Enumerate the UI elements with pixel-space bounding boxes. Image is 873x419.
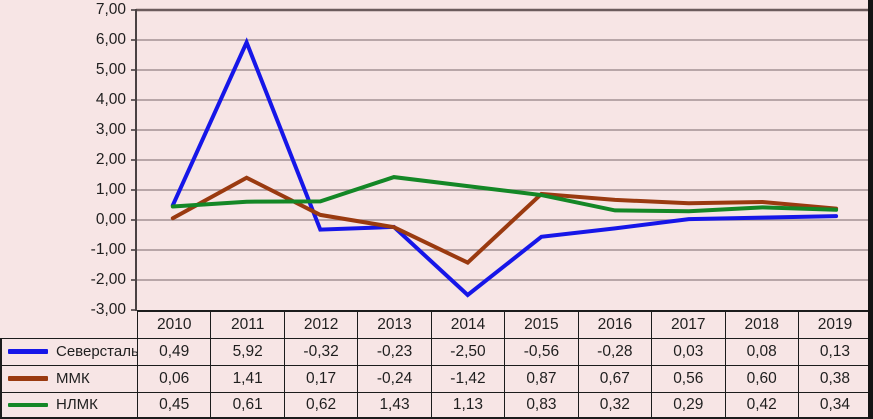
year-header-cell: 2013 — [357, 310, 432, 339]
chart-right-border — [868, 0, 873, 419]
table-row: Северсталь 0,49 5,92 -0,32 -0,23 -2,50 -0,56 -0… — [0, 337, 873, 366]
value-cell: 0,06 — [136, 364, 212, 393]
value-cell: -0,56 — [504, 337, 579, 366]
value-cell: 0,67 — [577, 364, 653, 393]
table-header-row: 2010 2011 2012 2013 2014 2015 2016 2017 2018 2019 — [1, 310, 873, 339]
value-cell: 0,45 — [136, 391, 212, 419]
value-cell: 0,38 — [797, 364, 873, 393]
legend-cell: Северсталь — [0, 337, 138, 366]
value-cell: 0,62 — [283, 391, 359, 419]
value-cell: 5,92 — [210, 337, 285, 366]
value-cell: 1,13 — [430, 391, 506, 419]
year-header-cell: 2012 — [283, 310, 359, 339]
value-cell: 0,87 — [504, 364, 579, 393]
value-cell: -0,32 — [283, 337, 359, 366]
year-header-cell: 2016 — [577, 310, 653, 339]
y-axis-tick-label: 4,00 — [95, 91, 126, 108]
table-row: ММК 0,06 1,41 0,17 -0,24 -1,42 0,87 0,67 0,56 0,6… — [0, 364, 873, 393]
legend-label: Северсталь — [56, 343, 138, 360]
value-cell: 1,41 — [210, 364, 285, 393]
chart-data-table: 2010 2011 2012 2013 2014 2015 2016 2017 2018 2019… — [0, 310, 873, 419]
value-cell: 0,08 — [724, 337, 799, 366]
y-axis-tick-label: 6,00 — [95, 31, 126, 48]
value-cell: -2,50 — [430, 337, 506, 366]
value-cell: -1,42 — [430, 364, 506, 393]
legend-key-line-icon — [8, 376, 48, 381]
y-axis-tick-label: 5,00 — [95, 61, 126, 78]
year-header-cell: 2011 — [210, 310, 285, 339]
y-axis-tick-label: -1,00 — [90, 241, 126, 258]
series-line-1 — [170, 175, 839, 265]
year-header-cell: 2017 — [651, 310, 726, 339]
value-cell: 0,32 — [577, 391, 653, 419]
year-header-cell: 2018 — [724, 310, 799, 339]
legend-cell: ММК — [0, 364, 138, 393]
y-axis-tick-label: -3,00 — [90, 301, 126, 318]
y-axis-tick-label: 2,00 — [95, 151, 126, 168]
value-cell: 0,60 — [724, 364, 799, 393]
series-line-0 — [170, 37, 839, 298]
y-axis-tick-label: 3,00 — [95, 121, 126, 138]
value-cell: 0,29 — [651, 391, 726, 419]
legend-label: ММК — [56, 370, 90, 387]
value-cell: 0,34 — [797, 391, 873, 419]
y-axis-tick-label: 7,00 — [95, 1, 126, 18]
value-cell: 0,13 — [797, 337, 873, 366]
value-cell: -0,24 — [357, 364, 432, 393]
year-header-cell: 2019 — [797, 310, 873, 339]
value-cell: -0,28 — [577, 337, 653, 366]
legend-entry: Северсталь — [3, 343, 138, 360]
table-row: НЛМК 0,45 0,61 0,62 1,43 1,13 0,83 0,32 0,29 0,42… — [0, 391, 873, 419]
year-header-cell: 2014 — [430, 310, 506, 339]
table-corner-cell — [1, 311, 138, 338]
legend-key-line-icon — [8, 349, 48, 354]
value-cell: 0,42 — [724, 391, 799, 419]
legend-entry: ММК — [3, 370, 137, 387]
value-cell: 0,83 — [504, 391, 579, 419]
y-axis-tick-label: -2,00 — [90, 271, 126, 288]
series-line-2 — [170, 175, 839, 214]
value-cell: 0,56 — [651, 364, 726, 393]
value-cell: 1,43 — [357, 391, 432, 419]
legend-entry: НЛМК — [3, 396, 137, 414]
y-axis-tick-label: 1,00 — [95, 181, 126, 198]
value-cell: -0,23 — [357, 337, 432, 366]
value-cell: 0,49 — [136, 337, 212, 366]
value-cell: 0,03 — [651, 337, 726, 366]
y-axis-tick-label: 0,00 — [95, 211, 126, 228]
year-header-cell: 2015 — [504, 310, 579, 339]
legend-label: НЛМК — [56, 396, 98, 414]
year-header-cell: 2010 — [136, 310, 212, 339]
value-cell: 0,17 — [283, 364, 359, 393]
legend-key-line-icon — [8, 402, 48, 407]
legend-cell: НЛМК — [0, 391, 138, 419]
value-cell: 0,61 — [210, 391, 285, 419]
